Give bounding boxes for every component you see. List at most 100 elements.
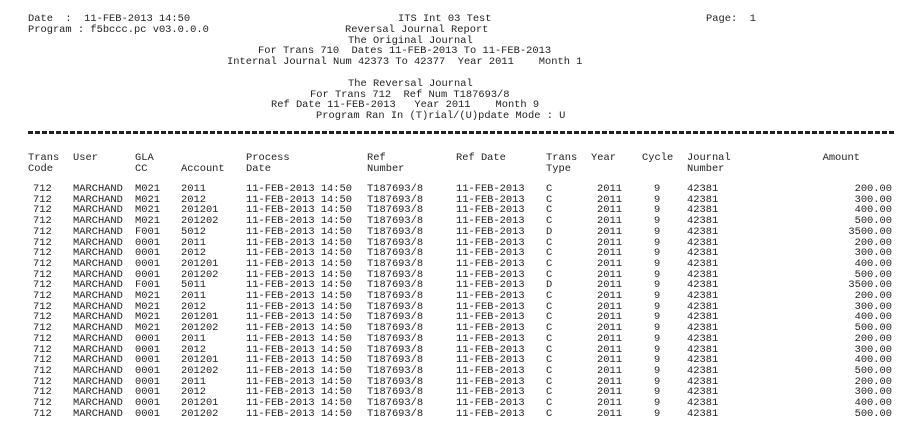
cell-trans-type: C: [546, 204, 553, 217]
cell-cycle: 9: [654, 364, 661, 377]
table-row: 712 MARCHAND M021 201201 11-FEB-2013 14:50 T1…: [0, 312, 906, 323]
cell-ref-number: T187693/8: [367, 300, 424, 313]
cell-ref-number: T187693/8: [367, 236, 424, 249]
cell-user: MARCHAND: [73, 257, 123, 270]
col-header-trans-code: Code: [28, 163, 53, 175]
cell-journal-number: 42381: [687, 311, 719, 324]
cell-cycle: 9: [654, 386, 661, 399]
cell-trans-code: 712: [33, 375, 52, 388]
cell-amount: 400.00: [854, 204, 892, 217]
col-header-year: Year: [591, 152, 616, 164]
cell-account: 2011: [181, 332, 206, 345]
cell-amount: 200.00: [854, 375, 892, 388]
cell-account: 201201: [181, 311, 219, 324]
cell-ref-number: T187693/8: [367, 407, 424, 420]
cell-amount: 200.00: [854, 290, 892, 302]
system-name: ITS Int 03 Test: [398, 13, 492, 25]
col-header-ref-number: Ref: [367, 152, 386, 164]
cell-process-date: 11-FEB-2013 14:50: [246, 236, 353, 249]
table-row: 712 MARCHAND 0001 201202 11-FEB-2013 14:50 T1…: [0, 268, 906, 281]
cell-year: 2011: [597, 300, 622, 313]
cell-trans-type: C: [546, 236, 553, 249]
cell-account: 2011: [181, 236, 206, 249]
cell-gla-cc: 0001: [135, 354, 160, 367]
cell-cycle: 9: [654, 247, 661, 260]
cell-ref-date: 11-FEB-2013: [456, 300, 525, 313]
cell-user: MARCHAND: [73, 407, 123, 420]
cell-process-date: 11-FEB-2013 14:50: [246, 193, 353, 206]
cell-trans-type: C: [546, 290, 553, 302]
cell-journal-number: 42381: [687, 247, 719, 260]
cell-ref-date: 11-FEB-2013: [456, 290, 525, 302]
cell-cycle: 9: [654, 407, 661, 420]
cell-journal-number: 42381: [687, 268, 719, 281]
cell-year: 2011: [597, 397, 622, 409]
cell-process-date: 11-FEB-2013 14:50: [246, 215, 353, 228]
col-header-process-date: Process: [246, 152, 290, 164]
table-row: 712 MARCHAND 0001 2011 11-FEB-2013 14:50 T187…: [0, 332, 906, 345]
cell-amount: 300.00: [854, 343, 892, 356]
cell-year: 2011: [597, 247, 622, 260]
cell-ref-date: 11-FEB-2013: [456, 268, 525, 281]
table-row: 712 MARCHAND M021 2012 11-FEB-2013 14:50 T187…: [0, 300, 906, 313]
cell-user: MARCHAND: [73, 364, 123, 377]
cell-trans-type: C: [546, 257, 553, 270]
cell-process-date: 11-FEB-2013 14:50: [246, 225, 353, 238]
cell-journal-number: 42381: [687, 290, 719, 302]
run-mode: Program Ran In (T)rial/(U)pdate Mode : U: [316, 110, 566, 122]
cell-user: MARCHAND: [73, 236, 123, 249]
cell-amount: 200.00: [854, 183, 892, 195]
cell-gla-cc: M021: [135, 300, 160, 313]
cell-year: 2011: [597, 311, 622, 324]
cell-account: 2012: [181, 247, 206, 260]
table-row: 712 MARCHAND 0001 2011 11-FEB-2013 14:50 T187…: [0, 375, 906, 388]
cell-process-date: 11-FEB-2013 14:50: [246, 268, 353, 281]
cell-process-date: 11-FEB-2013 14:50: [246, 364, 353, 377]
cell-year: 2011: [597, 193, 622, 206]
cell-trans-code: 712: [33, 215, 52, 228]
col-header-trans-type: Trans: [546, 152, 578, 164]
col-header-gla-cc: GLA: [135, 152, 154, 164]
cell-year: 2011: [597, 225, 622, 238]
cell-account: 201202: [181, 407, 219, 420]
cell-journal-number: 42381: [687, 183, 719, 195]
table-row: 712 MARCHAND M021 201202 11-FEB-2013 14:50 T1…: [0, 216, 906, 227]
cell-gla-cc: 0001: [135, 397, 160, 409]
cell-amount: 500.00: [854, 407, 892, 420]
cell-user: MARCHAND: [73, 343, 123, 356]
cell-account: 5011: [181, 279, 206, 292]
col-header-trans-type: Type: [546, 163, 571, 175]
cell-account: 201202: [181, 322, 219, 335]
cell-amount: 300.00: [854, 193, 892, 206]
cell-year: 2011: [597, 236, 622, 249]
cell-gla-cc: F001: [135, 225, 160, 238]
cell-cycle: 9: [654, 332, 661, 345]
cell-trans-type: C: [546, 397, 553, 409]
table-row: 712 MARCHAND 0001 2012 11-FEB-2013 14:50 T187…: [0, 387, 906, 398]
cell-journal-number: 42381: [687, 397, 719, 409]
cell-ref-number: T187693/8: [367, 364, 424, 377]
cell-trans-type: C: [546, 354, 553, 367]
cell-trans-type: C: [546, 193, 553, 206]
cell-journal-number: 42381: [687, 386, 719, 399]
cell-user: MARCHAND: [73, 375, 123, 388]
cell-ref-date: 11-FEB-2013: [456, 247, 525, 260]
cell-ref-number: T187693/8: [367, 225, 424, 238]
cell-process-date: 11-FEB-2013 14:50: [246, 386, 353, 399]
cell-journal-number: 42381: [687, 225, 719, 238]
cell-ref-number: T187693/8: [367, 332, 424, 345]
cell-ref-date: 11-FEB-2013: [456, 397, 525, 409]
cell-ref-date: 11-FEB-2013: [456, 332, 525, 345]
cell-amount: 300.00: [854, 247, 892, 260]
cell-account: 5012: [181, 225, 206, 238]
cell-ref-date: 11-FEB-2013: [456, 375, 525, 388]
cell-user: MARCHAND: [73, 322, 123, 335]
cell-gla-cc: 0001: [135, 257, 160, 270]
cell-year: 2011: [597, 375, 622, 388]
cell-amount: 400.00: [854, 397, 892, 409]
cell-year: 2011: [597, 290, 622, 302]
cell-ref-date: 11-FEB-2013: [456, 386, 525, 399]
col-header-journal-number: Number: [687, 163, 725, 175]
cell-gla-cc: 0001: [135, 268, 160, 281]
cell-user: MARCHAND: [73, 279, 123, 292]
